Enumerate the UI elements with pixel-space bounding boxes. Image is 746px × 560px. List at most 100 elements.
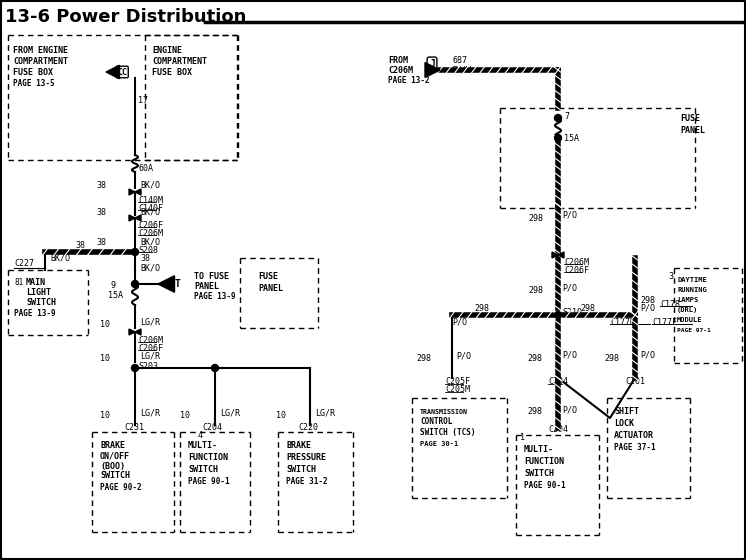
Circle shape — [212, 365, 219, 371]
Text: 298: 298 — [528, 213, 543, 222]
Text: 38: 38 — [96, 180, 106, 189]
Circle shape — [131, 365, 139, 371]
Text: SWITCH: SWITCH — [286, 465, 316, 474]
Text: PANEL: PANEL — [680, 125, 705, 134]
Polygon shape — [158, 276, 175, 292]
Text: BRAKE: BRAKE — [286, 441, 311, 450]
Text: 81: 81 — [14, 278, 23, 287]
Text: 10: 10 — [100, 410, 110, 419]
Text: 687: 687 — [452, 55, 467, 64]
Text: C206F: C206F — [138, 343, 163, 352]
Text: 9: 9 — [110, 281, 115, 290]
Polygon shape — [106, 66, 119, 79]
Text: C204: C204 — [548, 377, 568, 386]
Text: P/O: P/O — [640, 351, 655, 360]
Text: FUSE BOX: FUSE BOX — [13, 68, 53, 77]
Text: P/O: P/O — [562, 405, 577, 414]
Text: SWITCH: SWITCH — [100, 472, 130, 480]
Text: P/O: P/O — [640, 304, 655, 312]
Text: 3: 3 — [668, 272, 673, 281]
Text: C206M: C206M — [138, 228, 163, 237]
Text: COMPARTMENT: COMPARTMENT — [13, 57, 68, 66]
Text: PANEL: PANEL — [258, 283, 283, 292]
Text: PAGE 37-1: PAGE 37-1 — [614, 444, 656, 452]
Text: 38: 38 — [140, 254, 150, 263]
Text: LG/R: LG/R — [140, 352, 160, 361]
Text: SWITCH: SWITCH — [188, 465, 218, 474]
Text: C140F: C140F — [138, 203, 163, 212]
Polygon shape — [135, 329, 141, 335]
Polygon shape — [129, 215, 135, 221]
Text: PAGE 30-1: PAGE 30-1 — [420, 441, 458, 447]
Circle shape — [131, 249, 139, 255]
Text: BK/O: BK/O — [140, 208, 160, 217]
Text: LG/R: LG/R — [315, 408, 335, 418]
Text: LOCK: LOCK — [614, 419, 634, 428]
Circle shape — [131, 281, 139, 287]
Text: PAGE 13-5: PAGE 13-5 — [13, 78, 54, 87]
Text: FROM: FROM — [388, 55, 408, 64]
Text: 298: 298 — [416, 353, 431, 362]
Text: BK/O: BK/O — [50, 254, 70, 263]
Text: C206F: C206F — [138, 221, 163, 230]
Text: 298: 298 — [528, 286, 543, 295]
Text: 17: 17 — [138, 96, 148, 105]
Polygon shape — [558, 252, 564, 258]
Polygon shape — [129, 329, 135, 335]
Text: C220: C220 — [298, 423, 318, 432]
Text: PANEL: PANEL — [194, 282, 219, 291]
Text: 15A: 15A — [564, 133, 579, 142]
Text: LAMPS: LAMPS — [677, 297, 698, 303]
Text: BK/O: BK/O — [140, 264, 160, 273]
Text: C227: C227 — [14, 259, 34, 268]
Text: 60A: 60A — [138, 164, 153, 172]
Text: 10: 10 — [180, 410, 190, 419]
Text: FROM ENGINE: FROM ENGINE — [13, 45, 68, 54]
Text: 13-6 Power Distribution: 13-6 Power Distribution — [5, 8, 246, 26]
Text: J: J — [429, 59, 435, 69]
Text: BK/O: BK/O — [140, 180, 160, 189]
Text: 10: 10 — [100, 320, 110, 329]
Text: C205M: C205M — [445, 385, 470, 394]
Text: S208: S208 — [138, 245, 158, 254]
Text: C206M: C206M — [388, 66, 413, 74]
Text: (BOO): (BOO) — [100, 461, 125, 470]
Text: P/O: P/O — [456, 352, 471, 361]
Text: FUSE BOX: FUSE BOX — [152, 68, 192, 77]
Text: BK/O: BK/O — [140, 237, 160, 246]
Circle shape — [554, 134, 562, 142]
Text: 38: 38 — [96, 208, 106, 217]
Text: LG/R: LG/R — [220, 408, 240, 418]
Text: C201: C201 — [625, 377, 645, 386]
Text: SWITCH (TCS): SWITCH (TCS) — [420, 427, 475, 436]
Polygon shape — [425, 63, 440, 77]
Text: S210: S210 — [562, 307, 582, 316]
Text: C205F: C205F — [445, 377, 470, 386]
Text: C206M: C206M — [138, 335, 163, 344]
Text: 38: 38 — [96, 237, 106, 246]
Text: PAGE 90-2: PAGE 90-2 — [100, 483, 142, 492]
Text: FUNCTION: FUNCTION — [524, 456, 564, 465]
Text: ACTUATOR: ACTUATOR — [614, 432, 654, 441]
Text: FUNCTION: FUNCTION — [188, 454, 228, 463]
Text: MAIN: MAIN — [26, 278, 46, 287]
Text: DAYTIME: DAYTIME — [677, 277, 706, 283]
Text: 298: 298 — [527, 408, 542, 417]
Text: CC: CC — [117, 68, 127, 77]
Text: P/O: P/O — [562, 283, 577, 292]
Polygon shape — [129, 189, 135, 195]
Text: 298: 298 — [604, 353, 619, 362]
Text: 298: 298 — [580, 304, 595, 312]
Text: RUNNING: RUNNING — [677, 287, 706, 293]
Text: 298: 298 — [640, 296, 655, 305]
Text: ON/OFF: ON/OFF — [100, 451, 130, 460]
Text: 15A: 15A — [108, 291, 123, 300]
Text: SWITCH: SWITCH — [26, 297, 56, 306]
Text: P/O: P/O — [562, 351, 577, 360]
Text: MULTI-: MULTI- — [188, 441, 218, 450]
Text: (DRL): (DRL) — [677, 307, 698, 313]
Text: 7: 7 — [564, 111, 569, 120]
Text: 38: 38 — [75, 240, 85, 250]
Text: P/O: P/O — [562, 211, 577, 220]
Text: 4: 4 — [198, 431, 203, 440]
